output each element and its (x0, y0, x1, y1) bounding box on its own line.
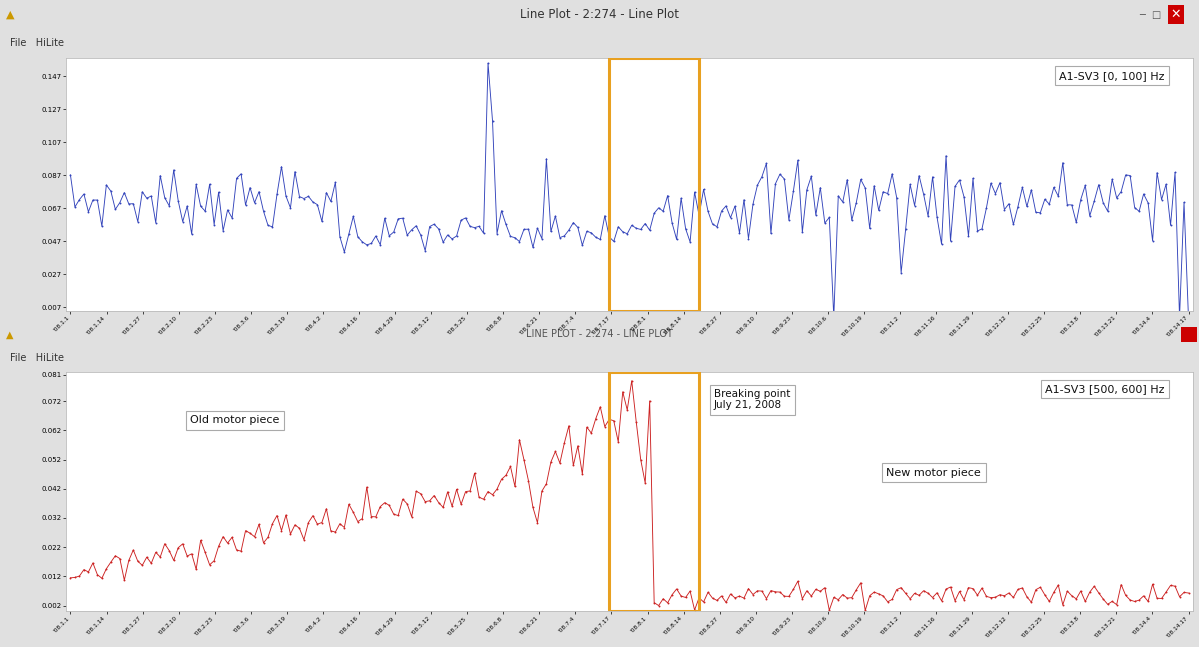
Text: A1-SV3 [500, 600] Hz: A1-SV3 [500, 600] Hz (1046, 384, 1164, 394)
Text: Old motor piece: Old motor piece (191, 415, 279, 425)
Bar (609, 58, 699, 311)
Text: LINE PLOT - 2:274 - LINE PLOT: LINE PLOT - 2:274 - LINE PLOT (526, 329, 673, 340)
Text: ─: ─ (1139, 10, 1145, 19)
Text: ✕: ✕ (1170, 8, 1181, 21)
Text: Breaking point
July 21, 2008: Breaking point July 21, 2008 (715, 389, 790, 410)
Text: ▲: ▲ (6, 10, 14, 19)
FancyBboxPatch shape (1181, 327, 1197, 342)
Text: New motor piece: New motor piece (886, 468, 981, 477)
Text: Line Plot - 2:274 - Line Plot: Line Plot - 2:274 - Line Plot (520, 8, 679, 21)
Bar (609, 372, 699, 611)
Text: File   HiLite: File HiLite (10, 353, 64, 363)
Text: A1-SV3 [0, 100] Hz: A1-SV3 [0, 100] Hz (1060, 71, 1164, 81)
Text: File   HiLite: File HiLite (10, 38, 64, 49)
Text: ▲: ▲ (6, 329, 13, 340)
Text: □: □ (1151, 10, 1161, 19)
